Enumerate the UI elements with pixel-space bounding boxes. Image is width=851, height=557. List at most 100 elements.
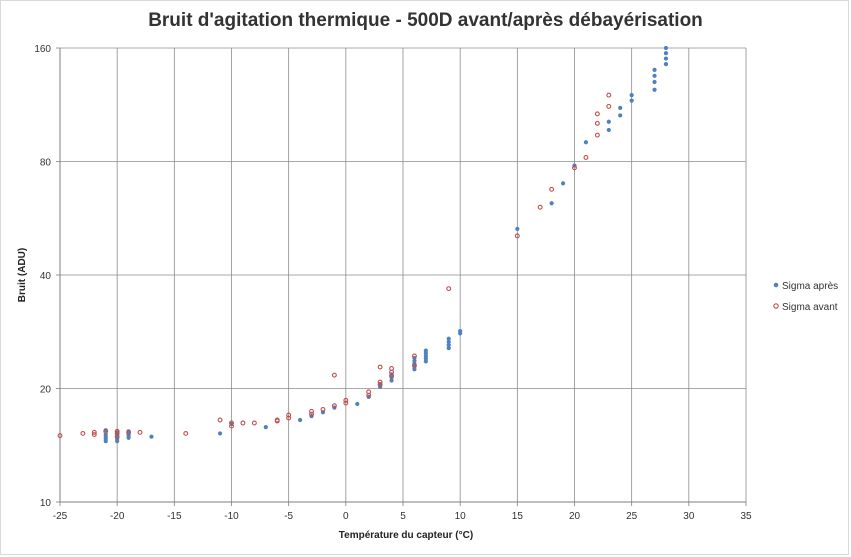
data-point-sigma-avant [91,429,97,435]
data-point-sigma-apres [663,45,669,51]
x-tick-label: 15 [512,511,524,522]
y-tick-label: 10 [40,498,52,509]
data-point-sigma-apres [389,378,394,383]
data-point-sigma-avant [309,408,314,414]
data-point-sigma-apres [663,51,669,56]
data-point-sigma-avant [594,132,600,138]
x-tick-label: 30 [683,511,695,522]
data-point-sigma-avant [126,429,132,435]
data-point-sigma-apres [446,339,451,344]
data-point-sigma-avant [377,382,383,387]
data-point-sigma-apres [606,127,611,133]
data-point-sigma-avant [91,432,97,437]
axes [56,47,747,506]
data-point-sigma-avant [114,430,120,436]
chart-title: Bruit d'agitation thermique - 500D avant… [148,10,703,31]
y-tick-labels: 10 20 40 80 160 [34,44,51,509]
data-point-sigma-avant [80,430,86,436]
data-point-sigma-avant [137,429,143,435]
data-point-sigma-avant [377,364,383,370]
x-tick-labels: -25 -20 -15 -10 -5 0 5 10 15 20 25 30 35 [53,511,752,522]
data-point-sigma-avant [606,103,612,109]
y-axis-label: Bruit (ADU) [17,248,28,302]
legend-label-sigma-avant[interactable]: Sigma avant [782,302,838,313]
data-point-sigma-avant [331,403,337,409]
data-point-sigma-apres [412,367,417,372]
legend: Sigma après Sigma avant [773,281,838,313]
data-point-sigma-apres [423,348,428,353]
data-point-sigma-avant [309,411,314,417]
data-point-sigma-avant [594,120,600,126]
x-tick-label: -20 [110,511,125,522]
data-point-sigma-apres [560,181,566,186]
series-sigma-avant [57,92,612,440]
data-point-sigma-avant [286,412,292,418]
data-point-sigma-avant [572,165,577,171]
data-point-sigma-apres [263,424,268,430]
data-point-sigma-apres [549,201,554,206]
x-axis-label: Température du capteur (°C) [339,530,473,541]
data-point-sigma-avant [446,286,452,292]
data-point-sigma-apres [663,62,669,67]
data-point-sigma-apres [629,93,634,98]
x-tick-label: 10 [455,511,467,522]
legend-marker-sigma-avant [773,303,779,309]
data-point-sigma-avant [103,428,109,434]
x-tick-label: 20 [569,511,581,522]
x-tick-label: 25 [626,511,638,522]
data-point-sigma-apres [652,87,657,92]
data-point-sigma-avant [366,389,372,395]
data-point-sigma-apres [618,113,623,118]
data-point-sigma-apres [149,434,154,439]
y-tick-label: 40 [40,271,52,282]
data-point-sigma-avant [594,111,600,117]
data-point-sigma-avant [229,423,234,429]
data-point-sigma-avant [606,92,612,98]
data-point-sigma-apres [446,342,451,348]
data-point-sigma-avant [514,233,520,239]
data-point-sigma-apres [618,105,623,110]
x-tick-label: 35 [740,511,752,522]
legend-marker-sigma-apres [773,282,779,288]
data-point-sigma-avant [549,186,555,192]
data-point-sigma-apres [583,140,589,145]
y-tick-label: 80 [40,158,52,169]
data-point-sigma-apres [606,119,611,124]
data-point-sigma-apres [629,98,634,103]
data-point-sigma-avant [389,366,395,371]
gridlines [59,47,747,503]
data-point-sigma-avant [343,400,349,406]
x-tick-label: 0 [343,511,349,522]
data-point-sigma-avant [286,415,292,421]
data-point-sigma-avant [183,430,189,436]
data-point-sigma-avant [320,406,326,412]
x-tick-label: -5 [284,511,293,522]
data-point-sigma-avant [114,428,120,434]
series-sigma-apres [103,45,669,444]
data-point-sigma-avant [411,353,417,359]
data-point-sigma-apres [652,67,657,72]
y-tick-label: 160 [34,44,51,55]
data-point-sigma-avant [217,417,223,423]
data-point-sigma-avant [537,204,543,210]
x-tick-label: -25 [53,511,68,522]
data-point-sigma-avant [377,379,383,385]
data-point-sigma-apres [446,336,451,341]
data-point-sigma-apres [652,79,657,85]
data-point-sigma-apres [217,431,223,436]
data-point-sigma-avant [331,372,337,378]
data-point-sigma-avant [343,397,349,403]
data-point-sigma-avant [411,363,417,369]
data-point-sigma-apres [298,417,303,423]
y-tick-label: 20 [40,385,52,396]
data-point-sigma-apres [458,328,463,334]
data-point-sigma-avant [57,433,63,439]
data-point-sigma-avant [229,420,234,426]
data-point-sigma-apres [446,345,451,351]
data-point-sigma-avant [240,420,246,426]
legend-label-sigma-apres[interactable]: Sigma après [782,281,838,292]
data-point-sigma-avant [583,155,589,160]
data-point-sigma-avant [251,420,257,426]
